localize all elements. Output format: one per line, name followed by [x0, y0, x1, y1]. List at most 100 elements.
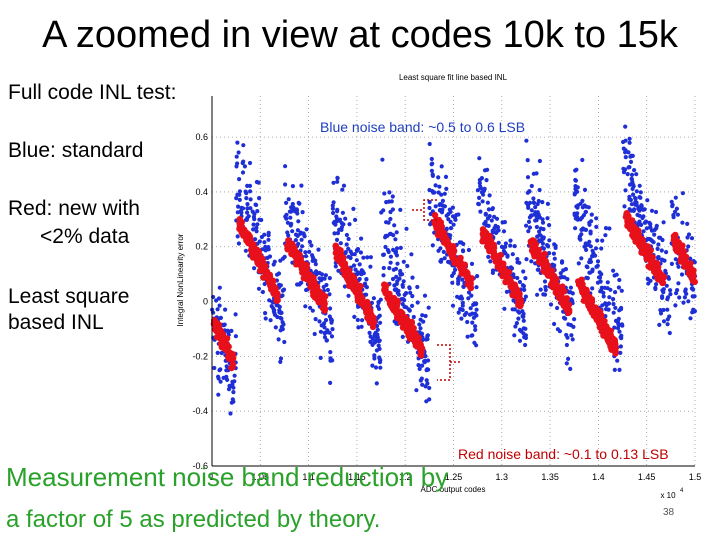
blue-data-point	[233, 312, 238, 317]
conclusion-line-2: a factor of 5 as predicted by theory.	[6, 506, 381, 533]
blue-data-point	[313, 262, 318, 267]
blue-data-point	[218, 379, 223, 384]
red-data-point	[540, 252, 547, 259]
blue-data-point	[394, 321, 399, 326]
blue-data-point	[317, 319, 322, 324]
blue-data-point	[422, 359, 427, 364]
red-data-point	[622, 213, 630, 221]
blue-data-point	[546, 244, 551, 249]
blue-data-point	[392, 223, 397, 228]
blue-data-point	[282, 254, 287, 259]
blue-data-point	[392, 283, 397, 288]
blue-data-point	[439, 257, 444, 262]
blue-data-point	[623, 188, 628, 193]
blue-data-point	[304, 227, 309, 232]
red-data-point	[646, 252, 653, 260]
red-data-point	[612, 345, 619, 352]
blue-data-point	[478, 184, 483, 189]
blue-data-point	[426, 367, 431, 372]
blue-data-point	[328, 380, 333, 385]
blue-data-point	[332, 231, 337, 236]
blue-data-point	[333, 264, 338, 269]
blue-data-point	[290, 184, 295, 189]
blue-data-point	[525, 175, 531, 180]
blue-data-point	[538, 226, 544, 231]
blue-data-point	[537, 215, 543, 220]
blue-data-point	[482, 186, 487, 192]
blue-data-point	[254, 225, 259, 230]
blue-data-point	[356, 325, 361, 330]
blue-data-point	[578, 201, 583, 206]
red-data-point	[307, 283, 314, 290]
blue-data-point	[451, 271, 456, 276]
blue-data-point	[583, 209, 589, 214]
red-data-point	[272, 285, 279, 292]
blue-data-point	[358, 250, 363, 255]
blue-data-point	[293, 232, 299, 237]
blue-data-point	[354, 258, 359, 263]
blue-data-point	[580, 157, 585, 163]
blue-data-point	[343, 216, 348, 221]
blue-data-point	[621, 139, 626, 145]
blue-data-point	[456, 281, 461, 286]
blue-data-point	[280, 288, 285, 293]
blue-data-point	[390, 194, 395, 199]
blue-data-point	[276, 271, 282, 276]
blue-data-point	[279, 310, 284, 315]
blue-data-point	[615, 326, 621, 331]
blue-data-point	[371, 296, 376, 301]
blue-data-point	[216, 296, 222, 301]
blue-data-point	[658, 308, 663, 313]
blue-data-point	[527, 189, 532, 194]
red-data-point	[630, 234, 637, 241]
blue-data-point	[658, 235, 663, 240]
blue-data-point	[461, 241, 466, 247]
blue-data-point	[515, 257, 520, 262]
blue-data-point	[658, 311, 664, 316]
blue-data-point	[618, 344, 624, 349]
blue-data-point	[318, 329, 323, 334]
blue-data-point	[271, 306, 276, 311]
blue-data-point	[230, 379, 235, 384]
blue-data-point	[422, 293, 428, 298]
blue-data-point	[590, 248, 595, 253]
blue-data-point	[427, 199, 432, 205]
blue-data-point	[327, 276, 332, 281]
blue-data-point	[669, 199, 674, 204]
blue-data-point	[674, 206, 680, 211]
blue-data-point	[618, 350, 623, 355]
blue-data-point	[523, 342, 528, 348]
blue-data-point	[521, 269, 526, 274]
blue-data-point	[634, 172, 639, 177]
blue-data-point	[512, 244, 517, 249]
blue-data-point	[583, 243, 588, 248]
red-data-point	[333, 245, 340, 252]
red-data-point	[434, 231, 441, 238]
blue-data-point	[433, 204, 438, 209]
blue-data-point	[427, 187, 432, 193]
blue-data-point	[587, 222, 592, 227]
blue-data-point	[617, 367, 622, 372]
blue-data-point	[673, 195, 678, 200]
blue-data-point	[684, 291, 689, 296]
blue-data-point	[217, 285, 222, 290]
red-data-point	[558, 295, 566, 303]
red-data-point	[673, 243, 681, 250]
blue-data-point	[370, 342, 375, 347]
blue-data-point	[535, 267, 540, 272]
blue-data-point	[483, 219, 488, 224]
blue-data-point	[566, 356, 571, 361]
blue-data-point	[585, 276, 590, 281]
blue-data-point	[216, 376, 221, 381]
blue-data-point	[299, 237, 304, 242]
blue-data-point	[450, 303, 456, 308]
blue-data-point	[425, 381, 430, 386]
blue-data-point	[629, 202, 635, 207]
blue-data-point	[568, 323, 574, 328]
x-tick-label: 1.2	[399, 472, 412, 482]
blue-data-point	[346, 246, 351, 251]
blue-data-point	[329, 334, 335, 339]
blue-data-point	[547, 223, 552, 228]
blue-data-point	[278, 283, 283, 288]
blue-data-point	[538, 287, 543, 292]
